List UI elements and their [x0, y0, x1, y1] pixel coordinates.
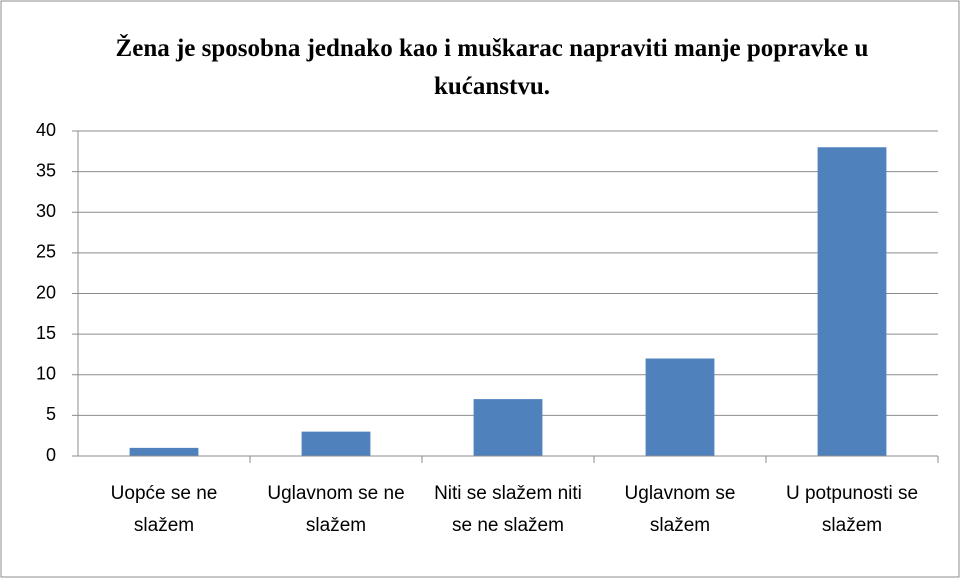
bar — [301, 431, 371, 456]
x-label-box: Uglavnom se ne slažem — [267, 483, 405, 536]
x-label-box: Uglavnom se slažem — [624, 483, 736, 536]
x-tick-label: Niti se slažem niti se ne slažem — [434, 483, 582, 536]
x-tick-label: Uglavnom se ne slažem — [267, 483, 405, 536]
x-label-box: Niti se slažem niti se ne slažem — [434, 483, 582, 536]
y-tick-label: 10 — [36, 364, 56, 384]
title-box: Žena je sposobna jednako kao i muškarac … — [115, 35, 869, 100]
x-tick-label: Uopće se ne slažem — [110, 483, 218, 536]
x-tick-label: U potpunosti se slažem — [785, 483, 919, 536]
bar — [645, 358, 715, 456]
x-label-box: U potpunosti se slažem — [785, 483, 919, 536]
bar — [473, 399, 543, 456]
y-tick-label: 30 — [36, 201, 56, 221]
y-tick-label: 0 — [46, 445, 56, 465]
x-label-box: Uopće se ne slažem — [110, 483, 218, 536]
chart-title: Žena je sposobna jednako kao i muškarac … — [115, 35, 869, 100]
bar — [129, 447, 199, 456]
bar — [817, 147, 887, 456]
y-tick-label: 5 — [46, 404, 56, 424]
y-tick-label: 25 — [36, 242, 56, 262]
x-tick-label: Uglavnom se slažem — [624, 483, 736, 536]
y-tick-label: 40 — [36, 120, 56, 140]
y-tick-label: 35 — [36, 160, 56, 180]
y-tick-label: 20 — [36, 282, 56, 302]
y-tick-label: 15 — [36, 323, 56, 343]
